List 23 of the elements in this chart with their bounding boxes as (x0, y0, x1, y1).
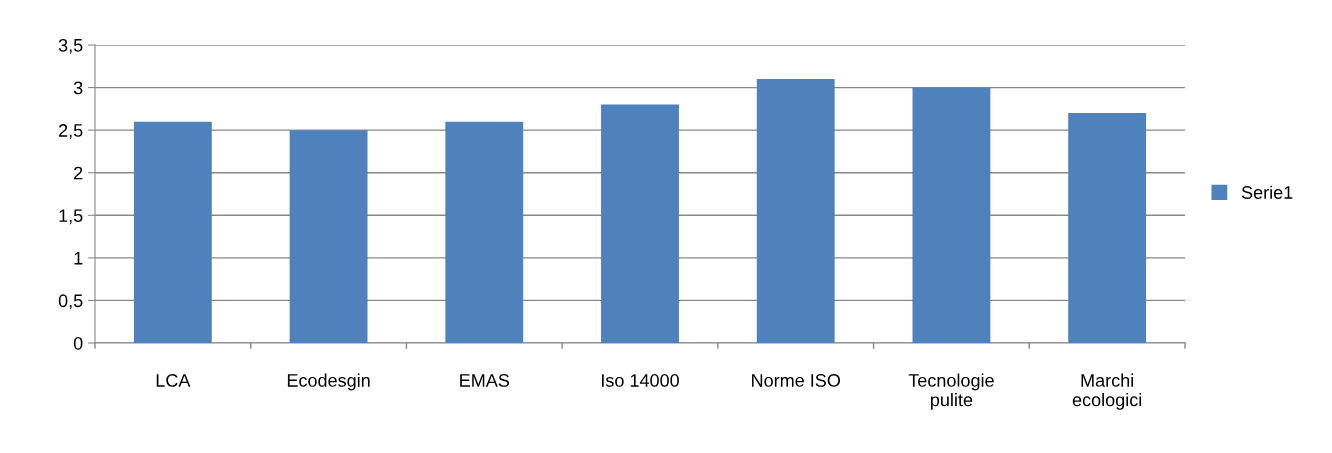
y-tick-label: 1 (74, 251, 83, 265)
y-tick-label: 2,5 (59, 124, 83, 139)
bar (445, 121, 524, 343)
bar (1068, 113, 1147, 343)
x-tick-label: Tecnologie pulite (908, 373, 994, 410)
y-tick-label: 1,5 (59, 209, 83, 225)
x-tick-label: Ecodesgin (287, 373, 370, 391)
y-tick-label: 0 (73, 336, 83, 350)
x-tick-label: Norme ISO (752, 374, 840, 387)
bar (756, 79, 835, 343)
legend-label: Serie1 (1241, 185, 1293, 199)
y-tick-label: 0,5 (58, 294, 83, 310)
bar (133, 121, 212, 343)
bar (289, 130, 368, 343)
x-tick-label: Marchi ecologici (1072, 373, 1142, 410)
bar (601, 104, 679, 343)
y-tick-label: 3 (73, 81, 83, 95)
y-tick-label: 3,5 (58, 38, 83, 54)
y-tick-label: 2 (74, 166, 83, 180)
x-tick-label: LCA (156, 374, 191, 387)
bar (912, 87, 991, 343)
x-tick-label: EMAS (460, 374, 510, 387)
x-tick-label: Iso 14000 (602, 374, 679, 387)
